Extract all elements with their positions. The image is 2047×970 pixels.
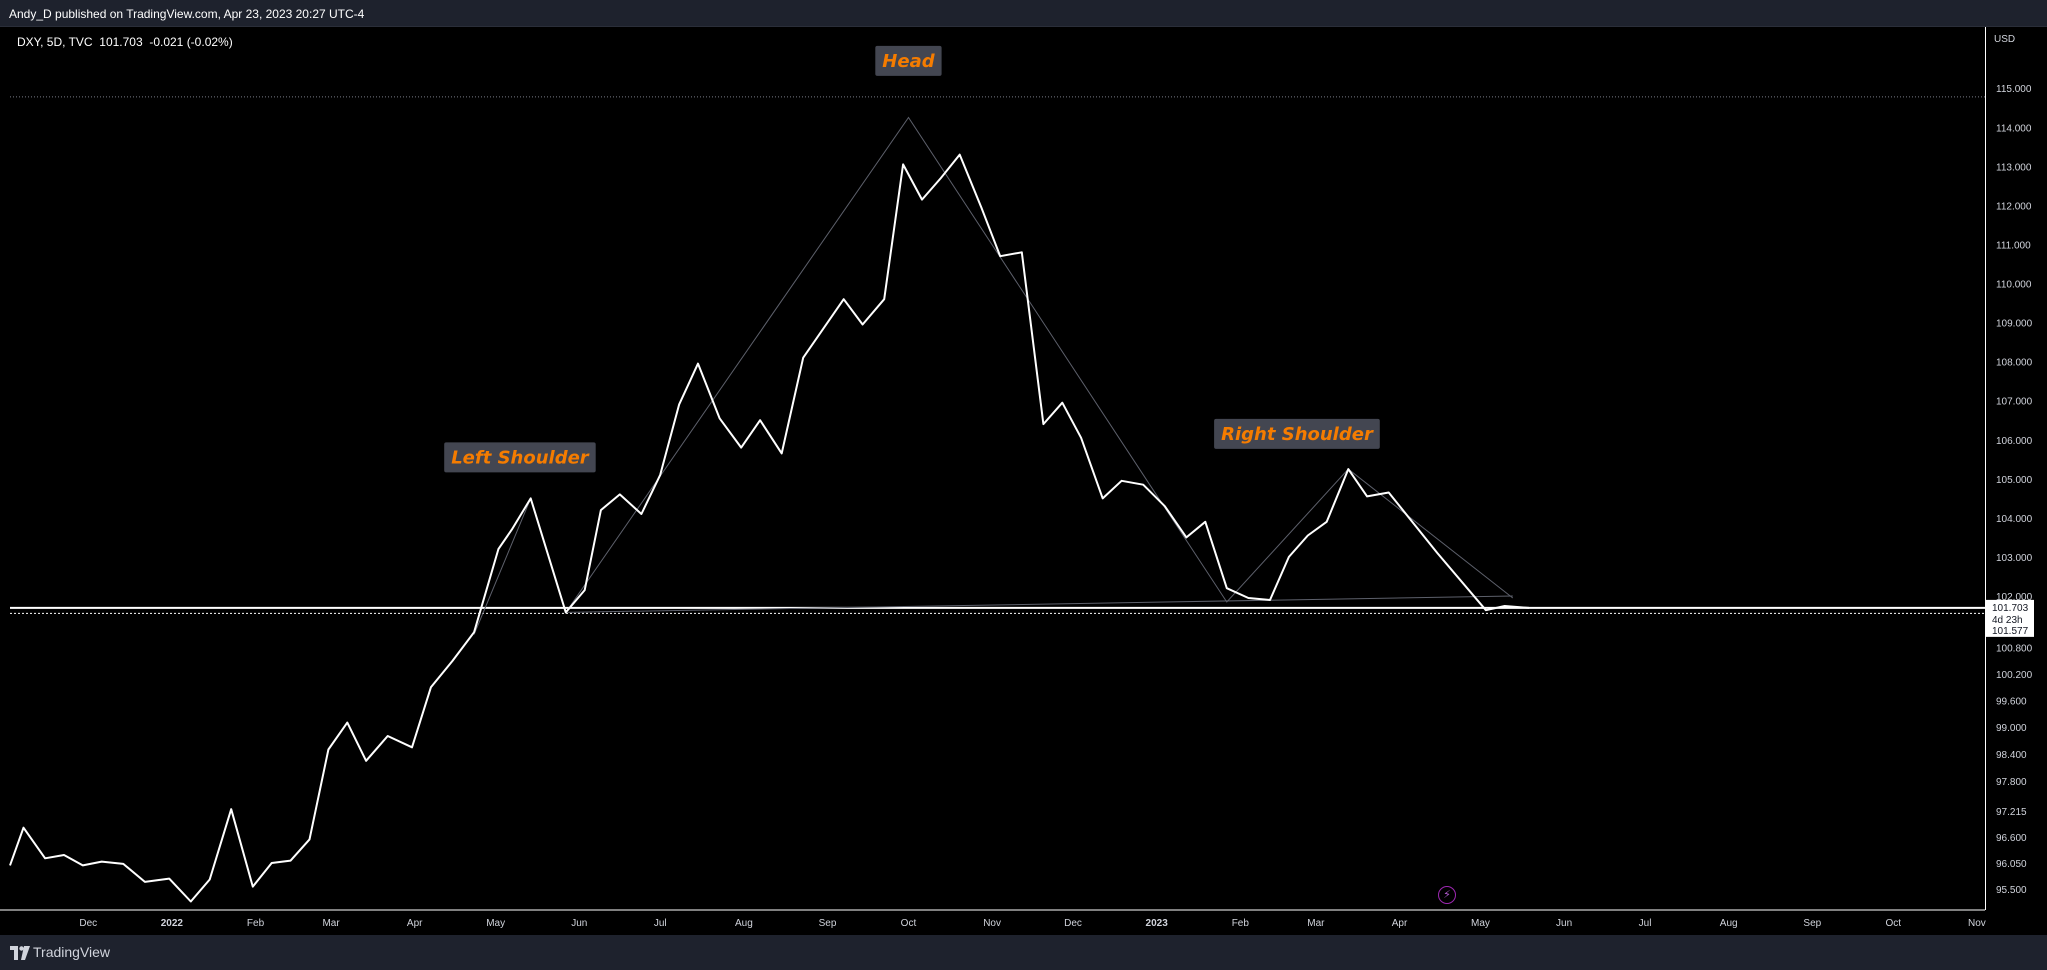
footer-brand: TradingView bbox=[33, 944, 111, 960]
price-tick-label: 102.000 bbox=[1996, 592, 2033, 603]
time-tick-label: 2022 bbox=[161, 918, 184, 929]
neckline-line bbox=[565, 595, 1513, 613]
price-tick-label: 98.400 bbox=[1996, 750, 2027, 761]
time-tick-label: Aug bbox=[1720, 918, 1738, 929]
time-tick-label: Sep bbox=[1803, 918, 1821, 929]
time-tick-label: Apr bbox=[1392, 918, 1408, 929]
last-price-badge bbox=[1986, 599, 2034, 637]
price-tick-label: 109.000 bbox=[1996, 319, 2033, 330]
time-tick-label: Sep bbox=[819, 918, 837, 929]
annotation-text: Left Shoulder bbox=[451, 447, 590, 468]
price-tick-label: 104.000 bbox=[1996, 514, 2033, 525]
price-tick-label: 97.215 bbox=[1996, 807, 2027, 818]
time-tick-label: May bbox=[486, 918, 505, 929]
legend-change: -0.021 (-0.02%) bbox=[149, 35, 233, 49]
legend-price: 101.703 bbox=[99, 35, 143, 49]
price-tick-label: 97.800 bbox=[1996, 777, 2027, 788]
time-tick-label: Oct bbox=[1885, 918, 1901, 929]
countdown-text: 4d 23h bbox=[1992, 615, 2023, 626]
price-tick-label: 115.000 bbox=[1996, 84, 2032, 95]
price-tick-label: 108.000 bbox=[1996, 358, 2033, 369]
time-tick-label: Apr bbox=[407, 918, 423, 929]
time-tick-label: May bbox=[1471, 918, 1490, 929]
time-tick-label: Nov bbox=[1968, 918, 1986, 929]
time-tick-label: Jul bbox=[654, 918, 667, 929]
price-tick-label: 105.000 bbox=[1996, 475, 2033, 486]
time-tick-label: Mar bbox=[322, 918, 340, 929]
legend-symbol: DXY, 5D, TVC bbox=[17, 35, 93, 49]
price-tick-label: 114.000 bbox=[1996, 123, 2032, 134]
time-tick-label: Aug bbox=[735, 918, 753, 929]
price-tick-label: 96.050 bbox=[1996, 859, 2027, 870]
time-tick-label: 2023 bbox=[1146, 918, 1169, 929]
time-tick-label: Oct bbox=[901, 918, 917, 929]
time-tick-label: Dec bbox=[1064, 918, 1082, 929]
time-tick-label: Feb bbox=[1232, 918, 1250, 929]
symbol-legend[interactable]: DXY, 5D, TVC 101.703 -0.021 (-0.02%) bbox=[17, 35, 233, 49]
annotation-box bbox=[444, 442, 596, 473]
price-series-line bbox=[9, 153, 1530, 903]
price-tick-label: 106.000 bbox=[1996, 436, 2033, 447]
price-tick-label: 110.000 bbox=[1996, 280, 2032, 291]
price-tick-label: 113.000 bbox=[1996, 162, 2032, 173]
footer-bar bbox=[0, 935, 2047, 970]
price-tick-label: 95.500 bbox=[1996, 885, 2027, 896]
price-tick-label: 103.000 bbox=[1996, 553, 2033, 564]
head-and-shoulders-line bbox=[473, 116, 1514, 635]
tradingview-logo-icon bbox=[10, 946, 30, 960]
annotation-left-shoulder: Left Shoulder bbox=[444, 442, 596, 473]
price-tick-label: 111.000 bbox=[1996, 240, 2031, 251]
time-tick-label: Jun bbox=[571, 918, 587, 929]
price-chart[interactable]: Head Left Shoulder Right Shoulder USD 115.0… bbox=[0, 27, 2047, 935]
price-tick-label: 99.600 bbox=[1996, 697, 2027, 708]
time-tick-label: Mar bbox=[1307, 918, 1325, 929]
annotation-box bbox=[875, 45, 942, 76]
annotation-right-shoulder: Right Shoulder bbox=[1214, 418, 1380, 449]
prev-close-text: 101.577 bbox=[1992, 626, 2029, 637]
price-tick-label: 96.600 bbox=[1996, 833, 2027, 844]
publisher-text: Andy_D published on TradingView.com, Apr… bbox=[9, 7, 365, 21]
annotation-text: Right Shoulder bbox=[1221, 424, 1374, 445]
lightning-icon[interactable]: ⚡ bbox=[1438, 886, 1456, 904]
currency-label: USD bbox=[1994, 34, 2015, 45]
last-price-text: 101.703 bbox=[1992, 603, 2029, 614]
price-tick-label: 107.000 bbox=[1996, 397, 2033, 408]
annotation-text: Head bbox=[882, 51, 935, 72]
price-tick-label: 100.200 bbox=[1996, 670, 2033, 681]
price-tick-label: 99.000 bbox=[1996, 723, 2027, 734]
time-tick-label: Feb bbox=[247, 918, 265, 929]
time-tick-label: Nov bbox=[983, 918, 1001, 929]
time-tick-label: Dec bbox=[79, 918, 97, 929]
price-tick-label: 112.000 bbox=[1996, 201, 2032, 212]
annotation-head: Head bbox=[875, 45, 942, 76]
annotation-box bbox=[1214, 418, 1380, 449]
time-tick-label: Jul bbox=[1639, 918, 1652, 929]
time-tick-label: Jun bbox=[1556, 918, 1572, 929]
publisher-bar: Andy_D published on TradingView.com, Apr… bbox=[0, 0, 2047, 27]
price-tick-label: 100.800 bbox=[1996, 644, 2033, 655]
